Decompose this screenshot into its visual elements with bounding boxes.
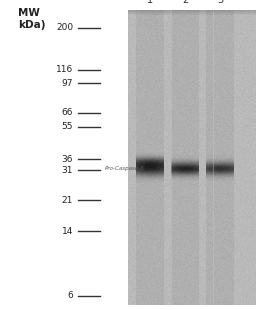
Text: 1: 1 (147, 0, 153, 5)
Text: 14: 14 (62, 227, 73, 236)
Text: 36: 36 (61, 155, 73, 164)
Text: 2: 2 (182, 0, 188, 5)
Text: 97: 97 (61, 79, 73, 88)
Text: Pro-Caspase-3: Pro-Caspase-3 (105, 166, 145, 171)
Text: 31: 31 (61, 166, 73, 175)
Text: 6: 6 (67, 291, 73, 300)
Text: 3: 3 (217, 0, 223, 5)
Text: MW: MW (18, 8, 40, 18)
Text: 66: 66 (61, 108, 73, 117)
Text: 55: 55 (61, 122, 73, 131)
Text: 21: 21 (62, 196, 73, 205)
Text: kDa): kDa) (18, 20, 46, 30)
Text: 116: 116 (56, 65, 73, 74)
Text: 200: 200 (56, 24, 73, 33)
